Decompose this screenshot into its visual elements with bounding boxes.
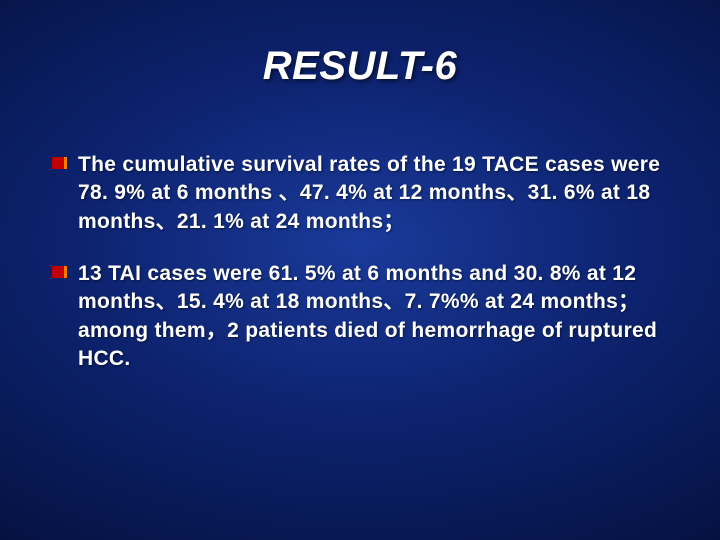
bullet-list: The cumulative survival rates of the 19 …: [48, 151, 672, 373]
list-item: The cumulative survival rates of the 19 …: [52, 151, 672, 236]
bullet-text: 13 TAI cases were 61. 5% at 6 months and…: [78, 260, 672, 373]
bullet-text: The cumulative survival rates of the 19 …: [78, 151, 672, 236]
bullet-icon: [52, 266, 64, 278]
list-item: 13 TAI cases were 61. 5% at 6 months and…: [52, 260, 672, 373]
bullet-icon: [52, 157, 64, 169]
slide-title: RESULT-6: [48, 44, 672, 89]
slide: RESULT-6 The cumulative survival rates o…: [0, 0, 720, 540]
